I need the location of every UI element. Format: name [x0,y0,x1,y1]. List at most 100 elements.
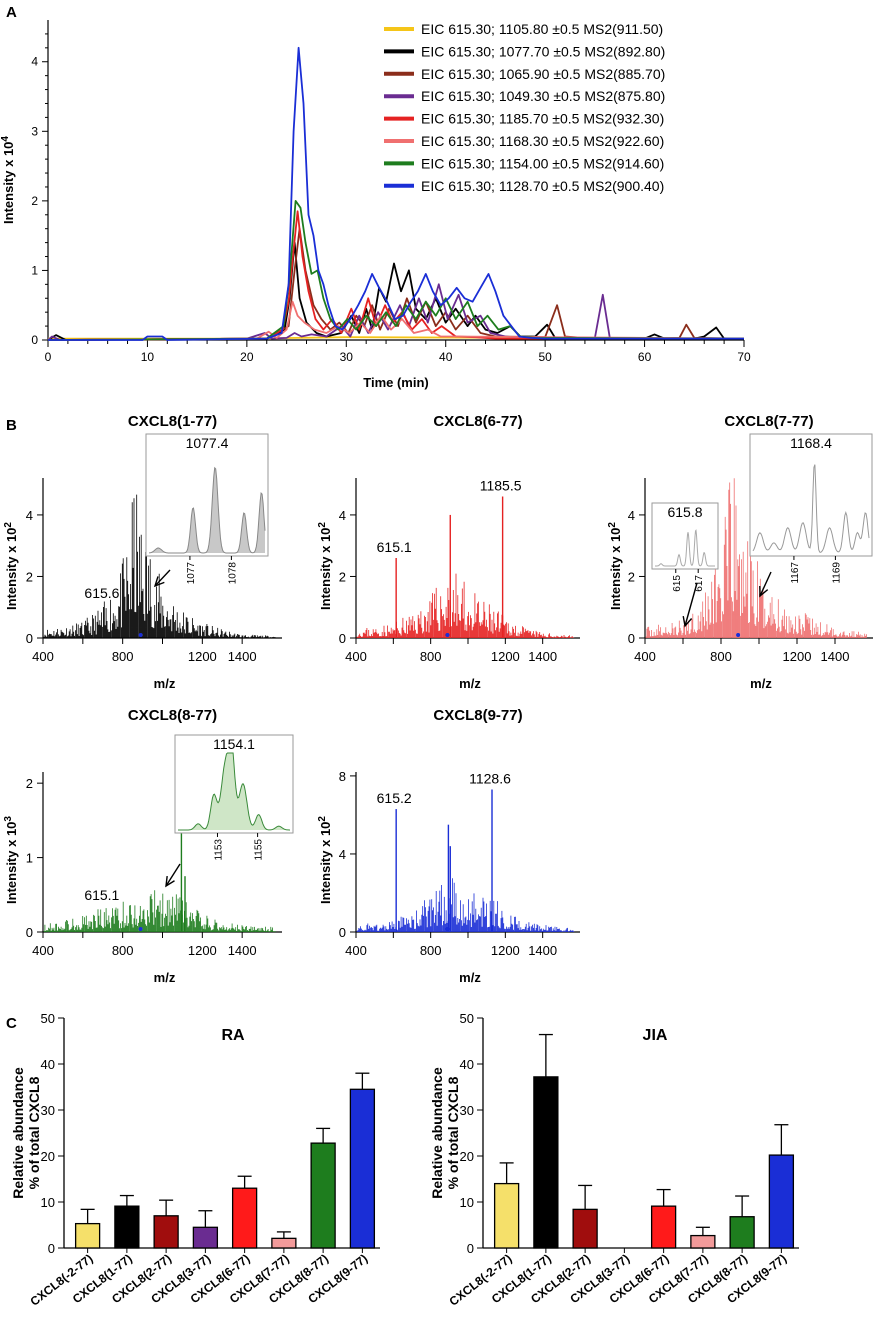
bar7-y-axis-label2: % of total CXCL8 [445,1076,461,1189]
spec4-inset-tick-label: 1155 [254,839,265,861]
a-x-tick-label: 10 [141,350,155,364]
spec2-peak-label: 615.1 [377,539,412,555]
spec1-y-tick-label: 4 [26,508,33,523]
bar6-bar [114,1205,140,1249]
spec4-y-axis-label-base: Intensity x 10 [4,822,19,904]
a-y-axis-label-exponent: 4 [0,136,11,142]
spec4-arrow-head [165,875,175,888]
bar6-bar [271,1237,297,1249]
spec1-inset-label: 1077.4 [186,435,229,451]
spec4-y-tick-label: 0 [26,925,33,940]
spec5-x-tick-label: 1400 [528,943,557,958]
a-y-tick-label: 0 [31,333,38,347]
spec1-x-axis-label: m/z [154,676,176,691]
a-series-line [47,227,745,341]
spec1-x-tick-label: 800 [112,649,134,664]
a-x-tick-label: 60 [638,350,652,364]
bar7-bar [572,1208,598,1249]
spec1-title: CXCL8(1-77) [128,413,217,430]
spec3a-inset-trace [655,529,715,567]
bar6-y-tick-label: 30 [41,1103,55,1118]
spec5-y-axis-label-base: Intensity x 10 [318,822,333,904]
a-legend-label: EIC 615.30; 1105.80 ±0.5 MS2(911.50) [421,21,663,37]
spec1-peak-label: 615.6 [84,585,119,601]
a-legend-label: EIC 615.30; 1185.70 ±0.5 MS2(932.30) [421,111,664,127]
spec4-x-tick-label: 800 [112,943,134,958]
spec3-y-axis-label: Intensity x 102 [607,522,623,610]
spec1-x-tick-label: 400 [32,649,54,664]
bar6-title: RA [221,1027,245,1044]
bar7-bar [650,1205,677,1249]
spec3-y-axis-label-exponent: 2 [607,522,618,528]
a-x-tick-label: 0 [45,350,52,364]
spec1-spectrum [43,494,276,638]
bar7-bar [729,1216,755,1249]
spec4-peak-label: 615.1 [84,887,119,903]
spec3-x-tick-label: 800 [710,649,732,664]
bar6-y-axis-label: Relative abundance [10,1067,26,1199]
spec2-peak-label: 1185.5 [480,477,522,493]
spec2-x-axis-label: m/z [459,676,481,691]
spec3-marker [736,633,741,637]
spec1-inset-tick-label: 1078 [227,562,238,585]
spec2-marker [445,633,450,637]
spec4-x-tick-label: 1200 [188,943,217,958]
spec5-marker [445,927,450,931]
spec4-y-tick-label: 1 [26,851,33,866]
spec4-y-tick-label: 2 [26,776,33,791]
spec3-y-tick-label: 2 [628,569,635,584]
a-y-axis-label-base: Intensity x 10 [1,142,16,224]
a-legend-label: EIC 615.30; 1154.00 ±0.5 MS2(914.60) [421,155,664,171]
spec3-title: CXCL8(7-77) [724,413,813,430]
panel-label-c: C [6,1015,17,1032]
spec2-y-axis-label-base: Intensity x 10 [318,528,333,610]
a-series-line [47,200,745,341]
bar6-bar [310,1142,336,1249]
bar7-bar [533,1076,559,1249]
panel-label-a: A [6,4,17,21]
spec3b-inset-trace [752,464,870,553]
spec4-y-axis-label: Intensity x 103 [3,816,19,904]
a-series-line [48,46,744,341]
spec2-y-tick-label: 0 [339,631,346,646]
a-x-tick-label: 70 [737,350,751,364]
bar7-y-tick-label: 50 [460,1011,474,1026]
spec4-inset-label: 1154.1 [213,736,255,752]
a-legend-label: EIC 615.30; 1128.70 ±0.5 MS2(900.40) [421,178,664,194]
spec3-x-tick-label: 400 [634,649,656,664]
spec3-y-axis-label-base: Intensity x 10 [608,528,623,610]
bar6-y-tick-label: 20 [41,1149,55,1164]
bar6-y-axis-label2: % of total CXCL8 [26,1076,42,1189]
bar6-y-tick-label: 0 [48,1241,55,1256]
bar6-bar [231,1187,258,1249]
bar6-y-tick-label: 10 [41,1195,55,1210]
spec2-y-tick-label: 4 [339,508,346,523]
spec3a-inset-label: 615.8 [667,504,702,520]
spec1-y-axis-label-exponent: 2 [3,522,14,528]
bar7-title: JIA [643,1027,668,1044]
spec2-spectrum [356,573,575,638]
spec3-y-tick-label: 4 [628,508,635,523]
spec3a-inset-tick-label: 617 [694,575,705,592]
spec5-x-tick-label: 400 [345,943,367,958]
spec4-arrow [165,863,181,887]
spec4-spectrum [43,890,276,932]
spec2-y-tick-label: 2 [339,569,346,584]
spec1-x-tick-label: 1200 [188,649,217,664]
spec3-arrow-right-head [759,585,769,598]
bar7-y-tick-label: 0 [467,1241,474,1256]
spec5-y-tick-label: 4 [339,847,346,862]
spec4-x-tick-label: 1400 [228,943,257,958]
spec1-inset-trace [148,466,266,554]
spec1-marker [138,633,143,637]
spec3-x-tick-label: 1200 [783,649,812,664]
a-y-tick-label: 3 [31,124,38,138]
spec4-inset-fill [178,753,290,830]
a-series-line [47,283,744,341]
spec2-x-tick-label: 1400 [528,649,557,664]
spec5-y-axis-label: Intensity x 102 [317,816,333,904]
spec5-peak-label: 1128.6 [469,771,511,787]
spec4-x-tick-label: 400 [32,943,54,958]
